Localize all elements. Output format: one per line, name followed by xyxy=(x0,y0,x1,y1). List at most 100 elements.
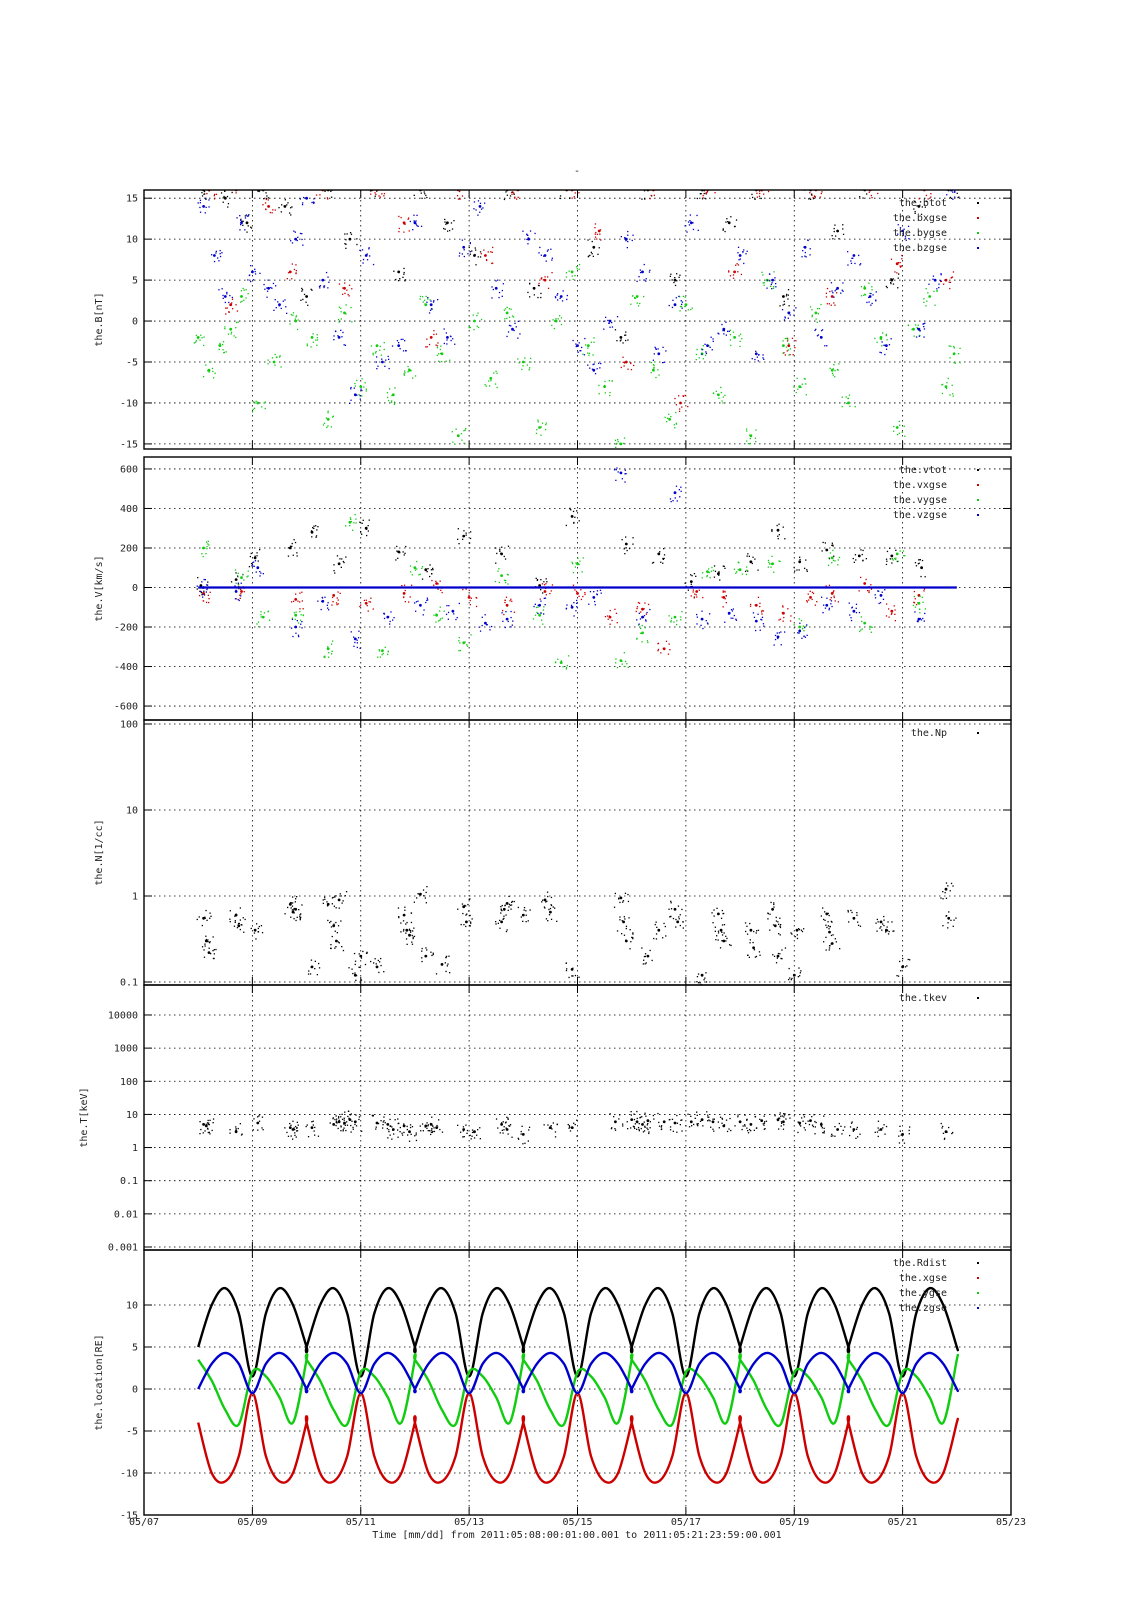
data-point xyxy=(938,286,940,289)
data-point xyxy=(814,195,816,198)
data-point xyxy=(775,920,778,922)
data-point xyxy=(510,610,512,613)
data-point xyxy=(383,342,385,344)
data-point xyxy=(432,952,434,954)
data-point xyxy=(746,566,748,568)
data-point xyxy=(540,296,542,299)
data-point xyxy=(891,558,893,560)
data-point xyxy=(415,1139,418,1142)
data-point xyxy=(379,961,381,963)
data-point xyxy=(761,271,763,273)
data-point xyxy=(864,294,867,296)
data-point xyxy=(499,549,501,551)
data-point xyxy=(696,613,698,616)
data-point xyxy=(761,611,763,613)
data-point xyxy=(717,939,719,941)
data-point xyxy=(811,315,813,318)
data-point xyxy=(250,552,252,555)
data-point xyxy=(290,314,292,316)
data-point xyxy=(755,955,758,958)
data-point xyxy=(218,348,220,350)
data-point xyxy=(207,939,209,941)
panel-frame xyxy=(143,189,1012,450)
data-point xyxy=(441,361,443,363)
data-point xyxy=(952,393,954,395)
data-point xyxy=(250,265,252,267)
data-point xyxy=(378,195,380,197)
data-point xyxy=(718,1127,720,1129)
data-point xyxy=(812,198,815,200)
data-point xyxy=(211,1129,213,1132)
data-point xyxy=(660,1126,662,1128)
data-point xyxy=(202,596,204,598)
data-point xyxy=(565,969,568,972)
data-point xyxy=(822,1132,824,1134)
data-point xyxy=(271,287,273,289)
data-point xyxy=(373,962,375,964)
data-point xyxy=(890,281,892,284)
data-point xyxy=(367,610,369,612)
data-point xyxy=(644,1126,646,1128)
data-point xyxy=(940,280,943,282)
data-point xyxy=(471,1131,474,1134)
data-point xyxy=(203,193,205,195)
data-point xyxy=(435,582,438,585)
data-point xyxy=(340,1125,342,1127)
data-point xyxy=(847,911,849,913)
data-point xyxy=(197,202,199,204)
data-point xyxy=(679,296,681,298)
data-point xyxy=(542,592,544,594)
data-point xyxy=(702,182,703,183)
data-point xyxy=(356,646,358,649)
data-point xyxy=(408,1130,411,1134)
data-point xyxy=(808,198,810,200)
data-point xyxy=(722,396,724,398)
data-point xyxy=(340,329,342,331)
data-point xyxy=(379,349,381,351)
data-point xyxy=(346,289,348,291)
data-point xyxy=(540,254,542,256)
data-point xyxy=(793,309,795,311)
data-point xyxy=(623,652,625,654)
data-point xyxy=(544,907,546,909)
figure-title: - xyxy=(574,166,580,177)
data-point xyxy=(330,920,332,923)
data-point xyxy=(427,1125,429,1127)
data-point xyxy=(668,615,670,617)
data-point xyxy=(724,598,726,600)
data-point xyxy=(344,292,346,294)
data-point xyxy=(446,336,449,339)
data-point xyxy=(426,597,428,599)
data-point xyxy=(622,1125,624,1127)
data-point xyxy=(205,364,207,366)
data-point xyxy=(581,571,583,573)
data-point xyxy=(513,611,516,613)
data-point xyxy=(755,350,757,352)
data-point xyxy=(327,276,329,278)
data-point xyxy=(354,382,356,385)
data-point xyxy=(792,354,794,356)
data-point xyxy=(491,251,493,253)
data-point xyxy=(422,1130,424,1132)
data-point xyxy=(547,249,549,251)
data-point xyxy=(374,195,376,197)
data-point xyxy=(900,970,902,972)
data-point xyxy=(765,1120,768,1122)
data-point xyxy=(420,225,423,227)
data-point xyxy=(316,529,318,531)
data-point xyxy=(627,900,630,903)
data-point xyxy=(639,632,642,634)
data-point xyxy=(256,923,258,925)
data-point xyxy=(398,916,400,918)
data-point xyxy=(792,973,796,977)
data-point xyxy=(923,326,925,328)
data-point xyxy=(874,337,876,340)
data-point xyxy=(383,617,386,620)
data-point xyxy=(732,274,735,276)
data-point xyxy=(889,547,891,549)
data-point xyxy=(210,361,212,363)
data-point xyxy=(673,1121,677,1125)
data-point xyxy=(849,614,851,616)
data-point xyxy=(475,249,477,251)
data-point xyxy=(803,1127,805,1129)
